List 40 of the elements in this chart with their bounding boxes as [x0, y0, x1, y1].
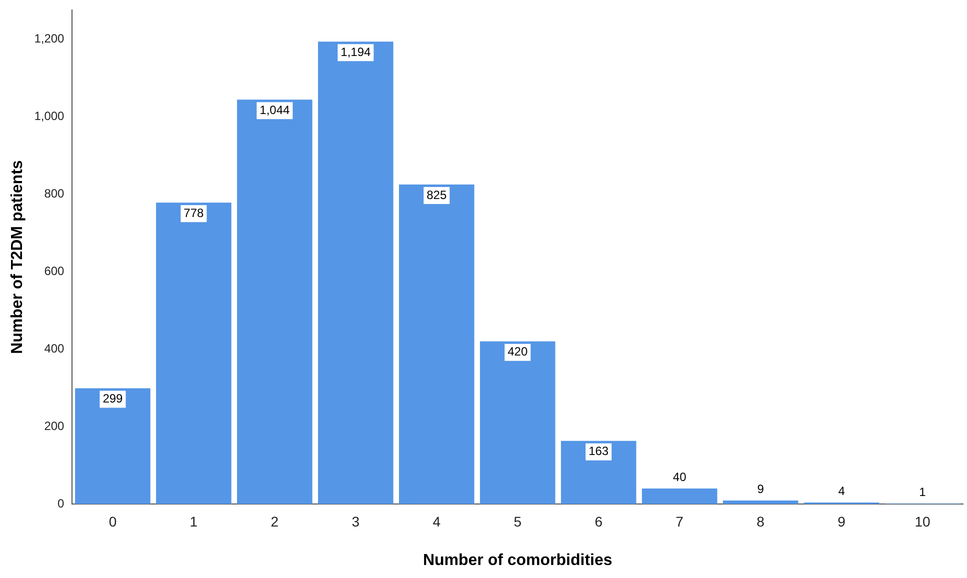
x-tick-label: 10	[914, 513, 931, 530]
bar	[318, 42, 394, 504]
y-tick-label: 1,000	[34, 109, 65, 124]
bar	[237, 100, 312, 504]
x-axis-title: Number of comorbidities	[422, 552, 612, 569]
x-tick-label: 4	[432, 513, 441, 530]
x-tick-label: 8	[756, 513, 765, 530]
data-label: 420	[508, 344, 528, 359]
y-tick-label: 200	[44, 418, 65, 433]
y-tick-label: 1,200	[34, 32, 65, 46]
x-tick-label: 2	[270, 513, 279, 530]
bar	[398, 184, 474, 504]
data-label: 1	[919, 484, 926, 499]
bar	[642, 488, 718, 504]
data-label: 825	[426, 188, 447, 202]
bar	[156, 202, 232, 504]
y-axis-title: Number of T2DM patients	[9, 160, 26, 354]
x-tick-label: 9	[838, 513, 846, 530]
y-tick-label: 600	[44, 264, 65, 278]
data-label: 40	[672, 470, 687, 484]
data-label: 4	[838, 484, 846, 498]
x-tick-label: 5	[514, 513, 522, 530]
x-tick-label: 0	[108, 513, 117, 530]
bar	[560, 440, 636, 504]
bar	[75, 388, 150, 504]
y-tick-label: 800	[44, 186, 65, 200]
data-label: 9	[757, 482, 764, 496]
x-tick-label: 1	[190, 513, 198, 530]
bar	[722, 500, 798, 504]
y-tick-label: 400	[44, 341, 65, 356]
y-tick-label: 0	[58, 496, 65, 510]
data-label: 163	[588, 444, 609, 458]
data-label: 1,044	[260, 102, 290, 117]
data-label: 299	[102, 392, 124, 406]
bar	[480, 341, 556, 504]
x-tick-label: 6	[594, 513, 603, 530]
data-label: 1,194	[340, 44, 371, 59]
x-tick-label: 3	[352, 513, 360, 530]
x-tick-label: 7	[676, 513, 684, 530]
data-label: 778	[184, 206, 204, 220]
